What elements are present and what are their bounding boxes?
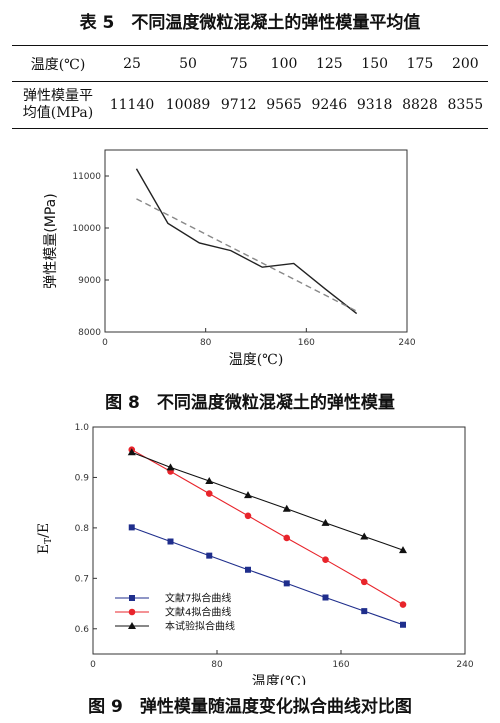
data-point — [282, 504, 291, 512]
y-tick-label: 8000 — [78, 328, 101, 338]
x-tick-label: 80 — [200, 338, 212, 348]
modulus-cell: 9246 — [306, 81, 352, 129]
data-point — [205, 476, 214, 484]
modulus-cell: 8828 — [397, 81, 443, 129]
y-axis-label: ET/E — [36, 523, 54, 554]
plot-frame — [92, 426, 466, 655]
plot-frame — [104, 149, 408, 333]
data-point — [166, 463, 175, 471]
modulus-line — [135, 168, 358, 315]
data-point — [283, 534, 291, 542]
temperature-row: 温度(℃) 25 50 75 100 125 150 175 200 — [12, 45, 488, 82]
data-point — [400, 621, 406, 628]
modulus-table: 温度(℃) 25 50 75 100 125 150 175 200 弹性模量平… — [12, 45, 488, 129]
x-tick-label: 240 — [398, 338, 415, 348]
fig8-caption: 图 8 不同温度微粒混凝土的弹性模量 — [105, 393, 395, 413]
fig8-chart: 0 80 160 240 8000 9000 10000 11000 温度(℃) 弹性模量(MPa… — [43, 149, 416, 368]
y-axis-label: 弹性模量(MPa) — [43, 193, 59, 288]
data-point — [128, 622, 136, 629]
temperature-cell: 150 — [352, 45, 398, 82]
legend-label: 文献4拟合曲线 — [165, 606, 231, 619]
data-point — [360, 532, 369, 540]
data-point — [167, 538, 174, 545]
temperature-cell: 200 — [442, 45, 488, 82]
x-tick-label: 160 — [298, 338, 315, 348]
modulus-row: 弹性模量平 均值(MPa) 11140 10089 9712 9565 9246… — [12, 81, 488, 129]
series-line — [131, 449, 404, 606]
series-line — [131, 526, 404, 626]
x-tick-label: 160 — [332, 660, 349, 670]
temperature-cell: 25 — [104, 45, 161, 82]
temperature-cell: 175 — [397, 45, 443, 82]
table-caption: 表 5 不同温度微粒混凝土的弹性模量平均值 — [79, 13, 421, 33]
x-tick-label: 0 — [102, 338, 108, 348]
temperature-cell: 50 — [160, 45, 217, 82]
modulus-cell: 8355 — [442, 81, 488, 129]
data-point — [322, 556, 329, 563]
modulus-cell: 9318 — [352, 81, 398, 129]
y-tick-label: 0.9 — [75, 473, 90, 483]
x-tick-label: 80 — [211, 660, 223, 670]
data-point — [128, 608, 136, 616]
data-point — [399, 601, 407, 608]
y-tick-label: 9000 — [78, 276, 101, 286]
x-tick-label: 240 — [456, 660, 473, 670]
x-axis-label: 温度(℃) — [229, 352, 284, 368]
fig9-caption: 图 9 弹性模量随温度变化拟合曲线对比图 — [88, 697, 412, 717]
data-point — [205, 490, 213, 497]
data-point — [399, 546, 407, 554]
legend-label: 本试验拟合曲线 — [165, 620, 235, 633]
series-line — [131, 451, 404, 551]
data-point — [283, 580, 290, 587]
data-point — [206, 552, 213, 559]
temperature-cell: 75 — [216, 45, 262, 82]
fig9-chart: 0 80 160 240 0.6 0.7 0.8 0.9 1.0 温度(℃) ET/E 文献7拟合曲线… — [36, 423, 474, 685]
y-tick-label: 0.7 — [75, 574, 89, 584]
y-tick-label: 1.0 — [75, 423, 90, 433]
data-point — [244, 512, 252, 520]
data-point — [321, 518, 330, 526]
data-point — [245, 566, 251, 573]
y-tick-label: 0.6 — [75, 625, 90, 635]
y-tick-label: 0.8 — [75, 524, 90, 534]
modulus-header-line2: 均值(MPa) — [22, 105, 94, 121]
data-point — [127, 448, 136, 456]
temperature-header: 温度(℃) — [12, 45, 104, 82]
data-point — [322, 594, 329, 601]
x-tick-label: 0 — [90, 660, 96, 670]
data-point — [244, 491, 252, 499]
data-point — [128, 524, 135, 531]
x-axis-label: 温度(℃) — [252, 674, 307, 685]
y-tick-label: 11000 — [72, 172, 101, 182]
legend-label: 文献7拟合曲线 — [165, 592, 231, 605]
y-tick-label: 10000 — [72, 224, 101, 234]
data-point — [361, 608, 368, 615]
modulus-cell: 9712 — [216, 81, 262, 129]
data-point — [129, 595, 135, 601]
data-point — [360, 578, 368, 586]
modulus-cell: 9565 — [261, 81, 307, 129]
temperature-cell: 100 — [261, 45, 307, 82]
modulus-header-line1: 弹性模量平 — [23, 88, 93, 104]
temperature-cell: 125 — [306, 45, 352, 82]
trend-line — [136, 198, 357, 312]
modulus-header: 弹性模量平 均值(MPa) — [12, 81, 104, 129]
modulus-cell: 11140 — [104, 81, 161, 129]
modulus-cell: 10089 — [160, 81, 217, 129]
